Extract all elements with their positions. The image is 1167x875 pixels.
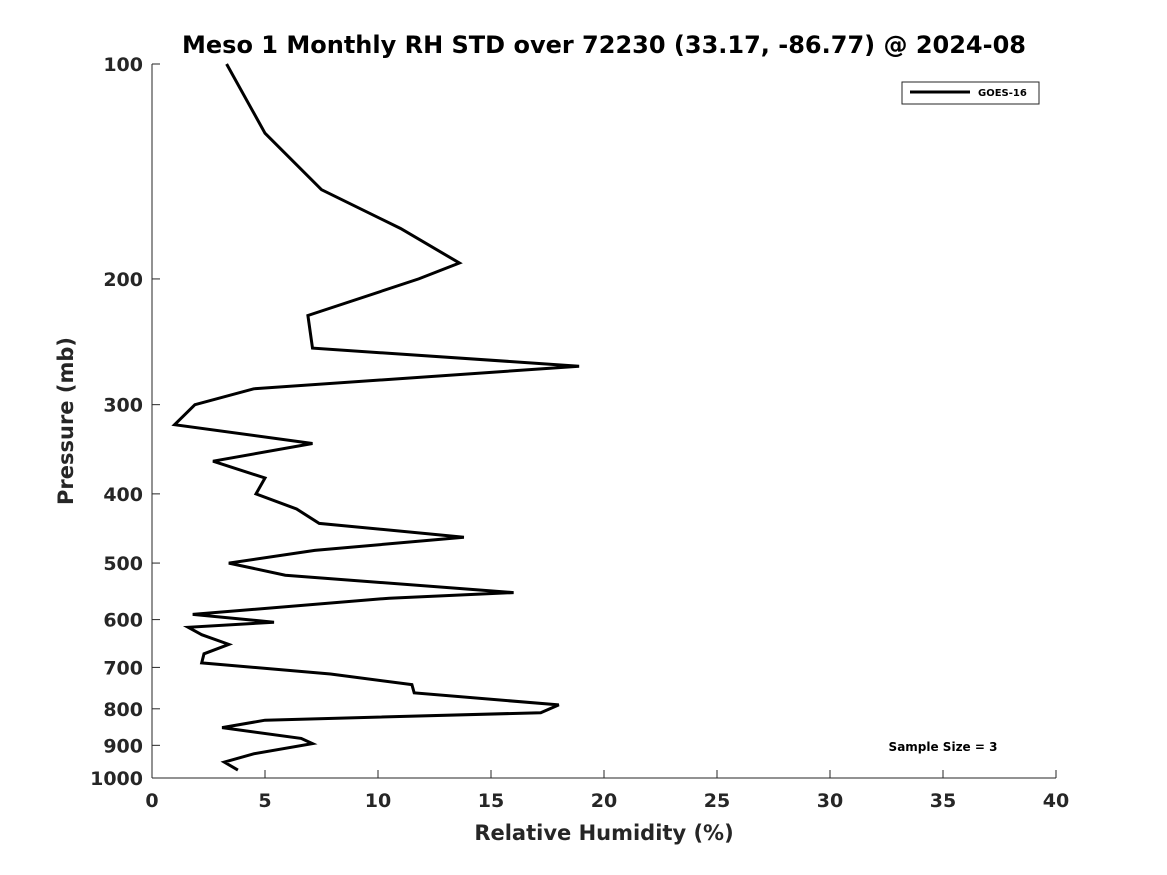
x-axis-ticks: 0 5 10 15 20 25 30 35 40 <box>145 770 1069 812</box>
legend-box <box>901 81 1040 105</box>
legend-label-goes-16: GOES-16 <box>978 88 1027 99</box>
x-tick-label: 20 <box>591 790 617 812</box>
y-tick-label: 500 <box>103 553 143 575</box>
x-tick-label: 10 <box>365 790 391 812</box>
sample-size-annotation: Sample Size = 3 <box>889 740 998 754</box>
series-group <box>171 63 580 772</box>
x-tick-label: 40 <box>1043 790 1069 812</box>
y-tick-label: 100 <box>103 54 143 76</box>
y-tick-label: 800 <box>103 699 143 721</box>
chart-title: Meso 1 Monthly RH STD over 72230 (33.17,… <box>182 31 1026 59</box>
y-tick-label: 1000 <box>90 768 143 790</box>
x-tick-label: 0 <box>145 790 158 812</box>
x-tick-label: 25 <box>704 790 730 812</box>
y-tick-label: 300 <box>103 395 143 417</box>
y-tick-label: 600 <box>103 610 143 632</box>
y-axis-label: Pressure (mb) <box>54 337 78 505</box>
y-tick-label: 900 <box>103 735 143 757</box>
x-tick-label: 15 <box>478 790 504 812</box>
plot-area: 0 5 10 15 20 25 30 35 40 100 200 300 400 500 600 700 80… <box>90 54 1069 812</box>
y-axis-ticks: 100 200 300 400 500 600 700 800 900 1000 <box>90 54 160 790</box>
y-tick-label: 700 <box>103 657 143 679</box>
x-axis-label: Relative Humidity (%) <box>474 821 733 845</box>
series-line-goes-16 <box>171 63 580 772</box>
x-tick-label: 35 <box>930 790 956 812</box>
x-tick-label: 5 <box>258 790 271 812</box>
y-tick-label: 400 <box>103 484 143 506</box>
legend: GOES-16 <box>901 81 1040 105</box>
x-tick-label: 30 <box>817 790 843 812</box>
y-tick-label: 200 <box>103 269 143 291</box>
